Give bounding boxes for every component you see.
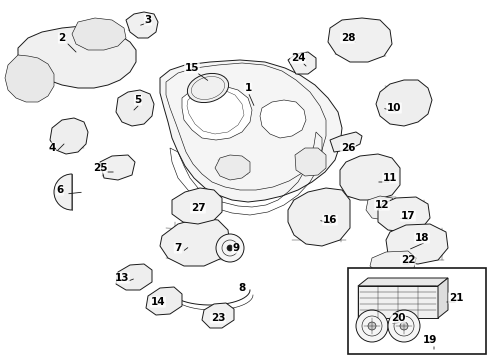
Polygon shape bbox=[18, 26, 136, 88]
Polygon shape bbox=[116, 264, 152, 290]
Circle shape bbox=[367, 322, 375, 330]
Text: 23: 23 bbox=[210, 313, 225, 323]
Polygon shape bbox=[50, 118, 88, 154]
Text: 3: 3 bbox=[144, 15, 151, 25]
Circle shape bbox=[216, 234, 244, 262]
Text: 14: 14 bbox=[150, 297, 165, 307]
Text: 27: 27 bbox=[190, 203, 205, 213]
Polygon shape bbox=[437, 278, 447, 318]
Text: 17: 17 bbox=[400, 211, 414, 221]
Text: 24: 24 bbox=[290, 53, 305, 63]
Polygon shape bbox=[126, 12, 158, 38]
Wedge shape bbox=[54, 174, 72, 210]
Text: 7: 7 bbox=[174, 243, 182, 253]
Polygon shape bbox=[100, 155, 135, 180]
Text: 25: 25 bbox=[93, 163, 107, 173]
Text: 13: 13 bbox=[115, 273, 129, 283]
Text: 10: 10 bbox=[386, 103, 401, 113]
Text: 18: 18 bbox=[414, 233, 428, 243]
Polygon shape bbox=[294, 148, 325, 176]
Text: 6: 6 bbox=[56, 185, 63, 195]
Text: 19: 19 bbox=[422, 335, 436, 345]
Polygon shape bbox=[260, 100, 305, 138]
Text: 9: 9 bbox=[232, 243, 239, 253]
Polygon shape bbox=[72, 18, 126, 50]
Polygon shape bbox=[160, 218, 229, 266]
Text: 4: 4 bbox=[48, 143, 56, 153]
Polygon shape bbox=[357, 286, 437, 318]
Polygon shape bbox=[329, 132, 361, 152]
Text: 11: 11 bbox=[382, 173, 396, 183]
Bar bbox=[347, 268, 485, 354]
Text: 20: 20 bbox=[390, 313, 405, 323]
Polygon shape bbox=[182, 86, 251, 140]
Text: 8: 8 bbox=[238, 283, 245, 293]
Polygon shape bbox=[365, 196, 397, 220]
Text: 22: 22 bbox=[400, 255, 414, 265]
Polygon shape bbox=[146, 287, 182, 315]
Text: 5: 5 bbox=[134, 95, 142, 105]
Polygon shape bbox=[5, 55, 54, 102]
Polygon shape bbox=[357, 278, 447, 286]
Polygon shape bbox=[172, 188, 222, 224]
Text: 28: 28 bbox=[340, 33, 354, 43]
Polygon shape bbox=[287, 188, 349, 246]
Text: 15: 15 bbox=[184, 63, 199, 73]
Polygon shape bbox=[339, 154, 399, 200]
Ellipse shape bbox=[187, 73, 228, 103]
Polygon shape bbox=[116, 90, 154, 126]
Polygon shape bbox=[375, 80, 431, 126]
Polygon shape bbox=[327, 18, 391, 62]
Circle shape bbox=[226, 245, 232, 251]
Text: 2: 2 bbox=[58, 33, 65, 43]
Polygon shape bbox=[385, 224, 447, 264]
Polygon shape bbox=[215, 155, 249, 180]
Circle shape bbox=[387, 310, 419, 342]
Polygon shape bbox=[160, 60, 341, 202]
Text: 26: 26 bbox=[340, 143, 354, 153]
Circle shape bbox=[399, 322, 407, 330]
Text: 12: 12 bbox=[374, 200, 388, 210]
Text: 1: 1 bbox=[244, 83, 251, 93]
Text: 16: 16 bbox=[322, 215, 337, 225]
Text: 21: 21 bbox=[448, 293, 462, 303]
Circle shape bbox=[355, 310, 387, 342]
Polygon shape bbox=[377, 197, 429, 232]
Polygon shape bbox=[369, 251, 415, 274]
Polygon shape bbox=[287, 52, 315, 74]
Polygon shape bbox=[202, 303, 234, 328]
